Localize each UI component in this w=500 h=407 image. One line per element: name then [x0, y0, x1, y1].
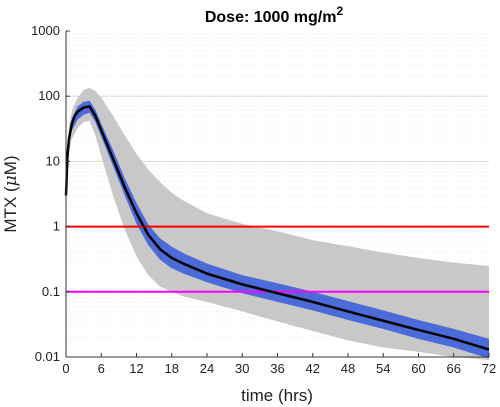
x-tick-label: 12 [129, 361, 143, 376]
x-tick-label: 30 [235, 361, 249, 376]
y-axis-title-greek: μ [1, 175, 21, 186]
x-axis-title: time (hrs) [241, 386, 313, 405]
x-tick-label: 42 [306, 361, 320, 376]
y-tick-label: 10 [46, 153, 60, 168]
x-tick-label: 60 [411, 361, 425, 376]
y-axis-title-suffix: M) [1, 155, 20, 175]
x-tick-label: 48 [341, 361, 355, 376]
y-tick-label: 100 [38, 88, 60, 103]
outer-band-layer [66, 87, 489, 360]
chart-title-text: Dose: 1000 mg/m [205, 9, 337, 26]
x-tick-label: 72 [482, 361, 496, 376]
y-tick-label: 1000 [31, 23, 60, 38]
chart-title-superscript: 2 [336, 4, 343, 18]
median-line [64, 105, 490, 351]
reference-lines [66, 225, 489, 293]
inner-band [66, 100, 489, 359]
x-tick-label: 18 [165, 361, 179, 376]
y-tick-label: 0.01 [35, 349, 60, 364]
y-tick-label: 0.1 [42, 284, 60, 299]
x-tick-label: 6 [98, 361, 105, 376]
y-tick-label: 1 [53, 219, 60, 234]
inner-band-layer [66, 100, 489, 359]
x-tick-label: 24 [200, 361, 214, 376]
y-axis-title-prefix: MTX ( [1, 186, 20, 233]
x-tick-label: 54 [376, 361, 390, 376]
ticks: 0 6 12 18 24 30 36 42 48 54 60 66 72 0.01 0.1 1 10 100 100… [31, 23, 496, 376]
y-axis-title: MTX (μM) [1, 155, 21, 232]
median-line-layer [64, 105, 490, 351]
x-tick-label: 36 [270, 361, 284, 376]
x-tick-label: 0 [62, 361, 69, 376]
chart-title: Dose: 1000 mg/m2 [205, 4, 344, 26]
x-tick-label: 66 [447, 361, 461, 376]
outer-band [66, 87, 489, 360]
